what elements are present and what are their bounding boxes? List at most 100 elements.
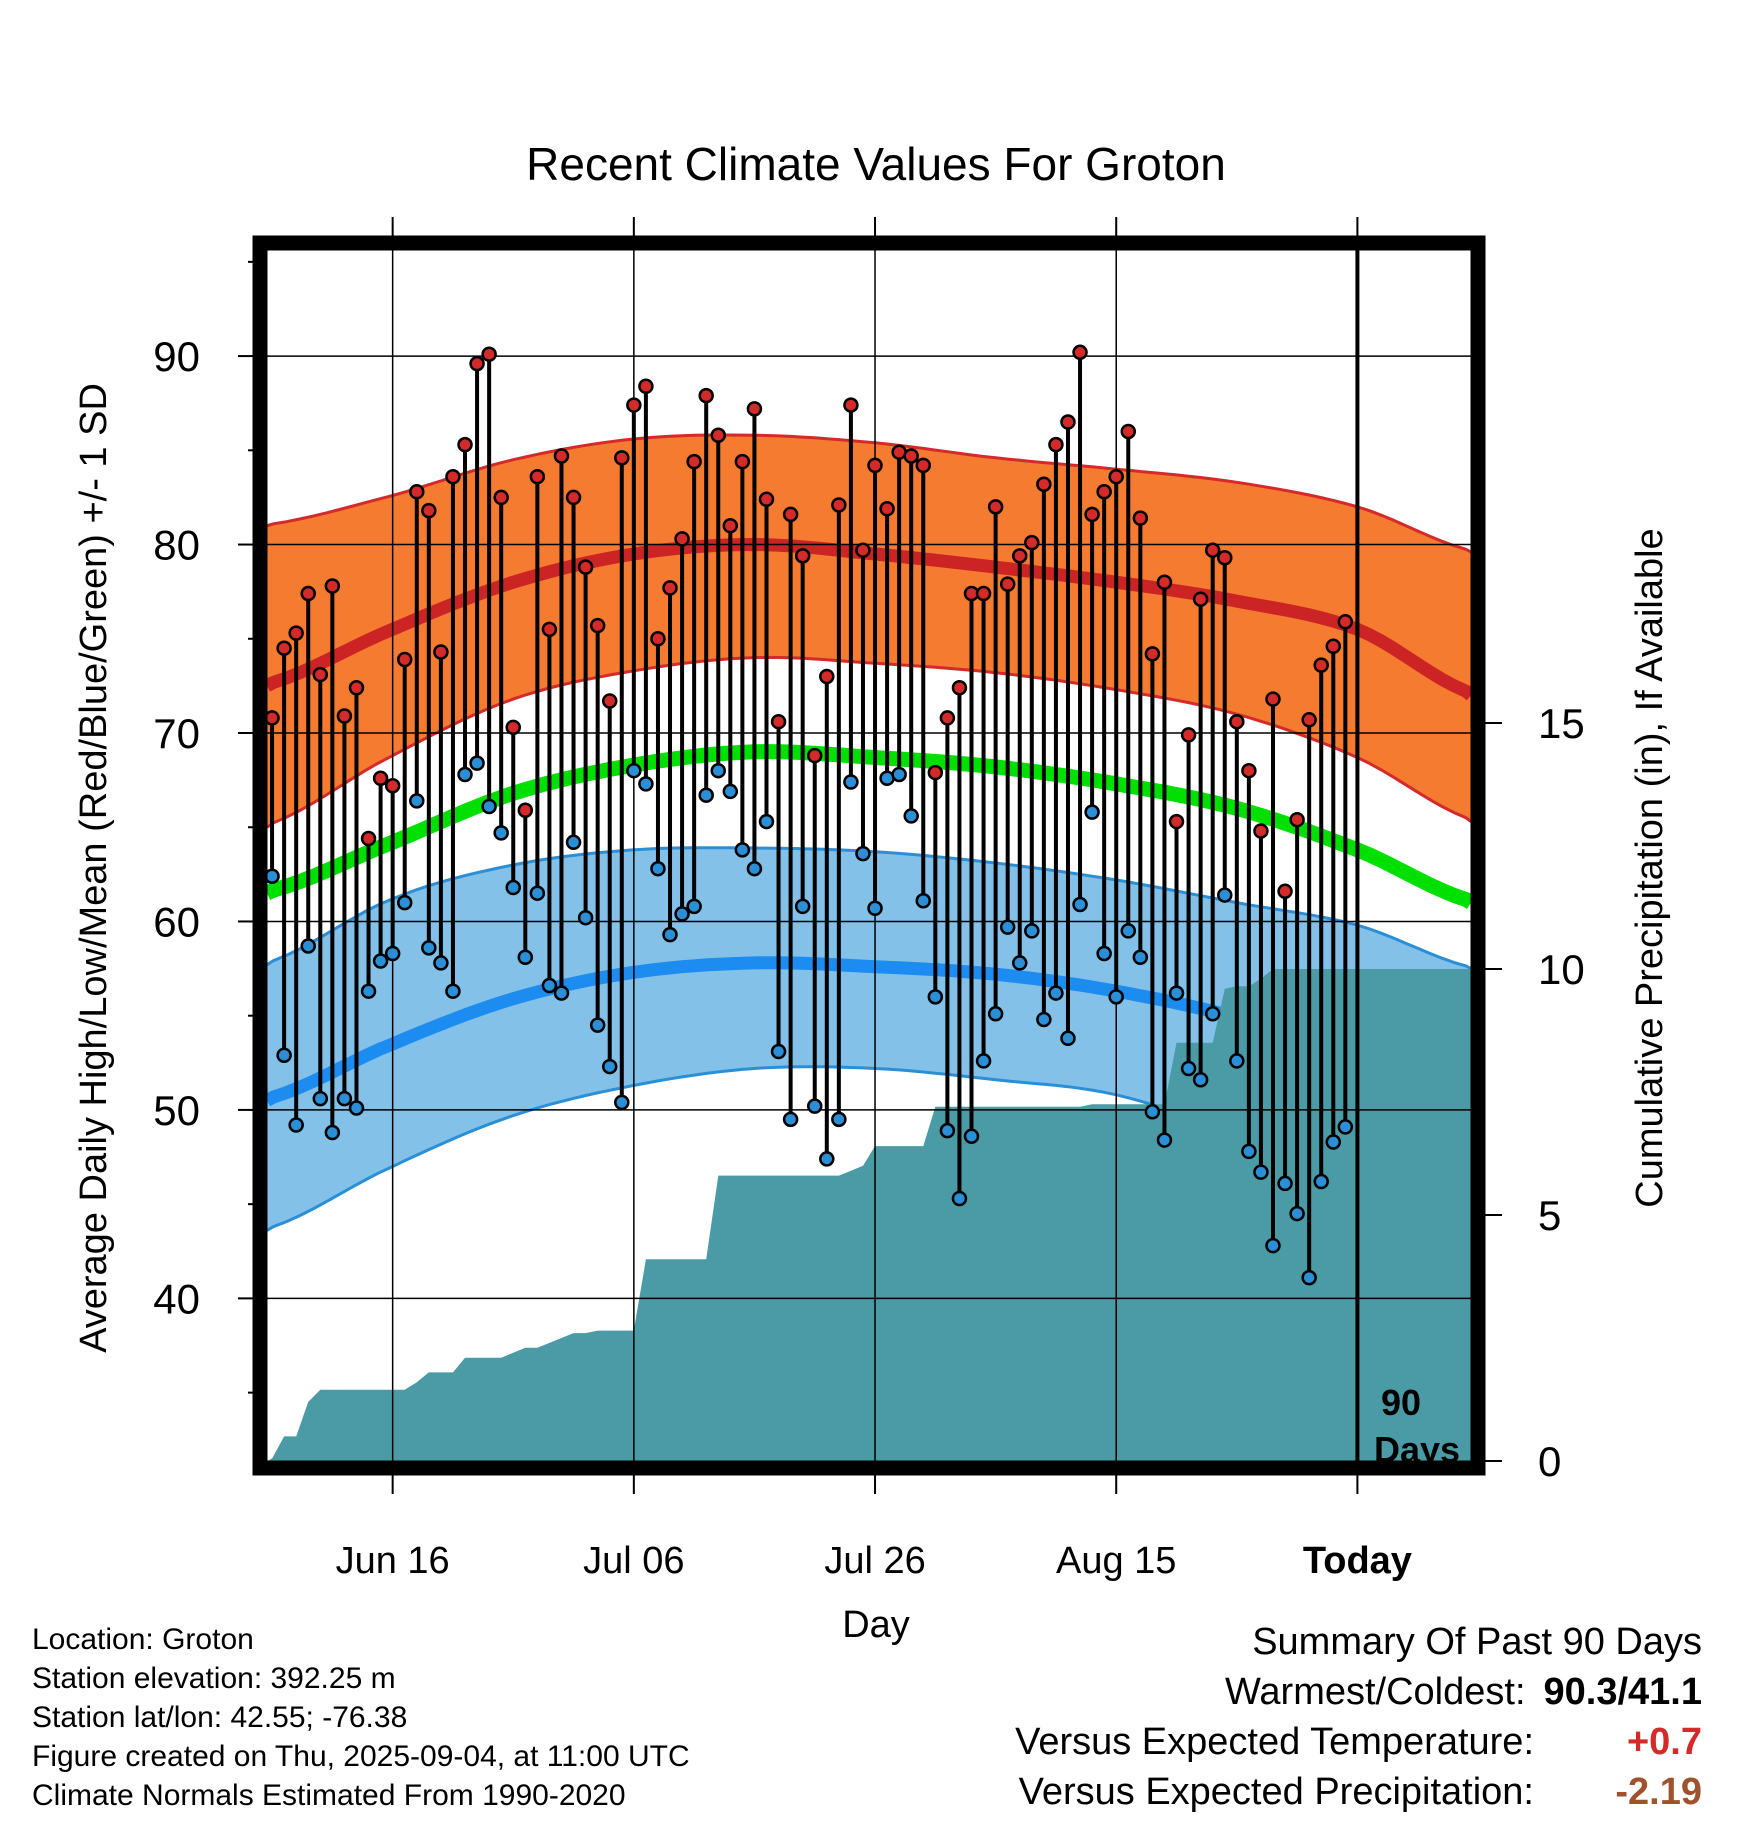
- x-tick-label: Today: [1303, 1540, 1412, 1582]
- high-point: [541, 621, 558, 638]
- y-tick-label: 50: [153, 1087, 200, 1134]
- x-tick-label: Jul 26: [824, 1540, 925, 1582]
- x-tick-label: Jul 06: [583, 1540, 684, 1582]
- low-point: [1265, 1237, 1281, 1254]
- low-point: [1325, 1134, 1342, 1150]
- low-point: [758, 813, 775, 830]
- low-point: [722, 783, 739, 800]
- low-point: [626, 762, 642, 779]
- high-point: [1253, 823, 1269, 839]
- low-point: [915, 892, 932, 909]
- low-point: [698, 787, 714, 803]
- high-point: [1011, 548, 1028, 564]
- high-normal-band: [267, 435, 1471, 828]
- high-point: [1241, 762, 1257, 779]
- daily-stems: [270, 352, 1348, 1278]
- y-tick-label: 40: [153, 1275, 200, 1322]
- low-point: [324, 1124, 341, 1141]
- low-point: [1301, 1269, 1317, 1286]
- high-point: [734, 453, 751, 470]
- low-point: [360, 983, 377, 999]
- low-point: [927, 989, 944, 1005]
- low-point: [999, 919, 1016, 935]
- y2-axis-label: Cumulative Precipitation (in), If Availa…: [1629, 528, 1671, 1207]
- high-point: [614, 450, 630, 466]
- high-point: [493, 489, 509, 506]
- high-point: [1084, 506, 1100, 523]
- y-tick-label: 80: [153, 522, 200, 569]
- high-point: [360, 830, 377, 847]
- high-point: [819, 668, 835, 685]
- high-point: [1024, 534, 1040, 551]
- y-tick-label: 60: [153, 898, 200, 945]
- temp-label: Versus Expected Temperature:: [1015, 1721, 1534, 1763]
- high-point: [758, 491, 775, 508]
- today-label-line1: 90: [1381, 1382, 1421, 1423]
- low-point: [517, 949, 534, 966]
- high-point: [1325, 638, 1342, 655]
- low-point: [891, 766, 907, 783]
- high-point: [626, 397, 642, 413]
- high-point: [348, 680, 365, 696]
- low-point: [469, 755, 485, 771]
- station-info: Location: Groton Station elevation: 392.…: [32, 1620, 690, 1815]
- high-point: [939, 710, 956, 726]
- high-point: [421, 502, 437, 519]
- low-point: [614, 1094, 630, 1111]
- high-point: [433, 644, 449, 660]
- low-point: [288, 1117, 304, 1133]
- summary-title: Summary Of Past 90 Days: [1252, 1621, 1702, 1663]
- high-point: [1204, 542, 1221, 558]
- high-point: [855, 542, 871, 558]
- low-point: [806, 1098, 823, 1114]
- warmest-coldest-label: Warmest/Coldest:: [1224, 1671, 1526, 1713]
- today-label-line2: Days: [1374, 1429, 1460, 1470]
- high-point: [553, 448, 570, 464]
- low-point: [1084, 804, 1100, 820]
- temp-row: Versus Expected Temperature: +0.7: [1015, 1717, 1702, 1767]
- high-point: [324, 578, 341, 594]
- low-point: [987, 1006, 1004, 1022]
- low-point: [541, 977, 558, 994]
- high-point: [650, 631, 666, 647]
- high-point: [445, 468, 461, 485]
- low-point: [1168, 985, 1185, 1001]
- high-point: [1289, 811, 1305, 828]
- low-point: [662, 926, 678, 943]
- high-point: [831, 497, 847, 513]
- high-point: [288, 625, 304, 641]
- high-point: [1144, 646, 1161, 662]
- high-point: [915, 457, 932, 474]
- high-point: [1265, 691, 1281, 707]
- low-point: [903, 808, 919, 824]
- low-point: [1313, 1173, 1329, 1190]
- high-point: [698, 387, 714, 404]
- low-point: [638, 776, 654, 792]
- high-point: [264, 710, 280, 726]
- high-point: [879, 500, 895, 517]
- low-point: [553, 985, 570, 1001]
- low-point: [1024, 923, 1040, 939]
- precip-row: Versus Expected Precipitation: -2.19: [1015, 1767, 1702, 1817]
- low-point: [565, 834, 582, 851]
- high-point: [794, 548, 811, 564]
- normals-text: Climate Normals Estimated From 1990-2020: [32, 1779, 626, 1812]
- high-point: [589, 617, 606, 634]
- low-point: [396, 894, 413, 911]
- high-point: [903, 448, 919, 464]
- high-point: [1180, 727, 1197, 743]
- high-point: [1337, 614, 1354, 630]
- high-point: [409, 484, 425, 500]
- low-point: [529, 885, 546, 901]
- low-normal-band: [267, 847, 1471, 1282]
- high-point: [276, 640, 292, 656]
- low-point: [770, 1043, 787, 1060]
- plot-border: [252, 235, 1486, 1476]
- precip-value: -2.19: [1615, 1771, 1702, 1813]
- high-point: [396, 651, 413, 668]
- low-point: [1204, 1006, 1221, 1022]
- low-point: [1156, 1132, 1173, 1148]
- low-point: [264, 868, 280, 884]
- low-point: [577, 909, 594, 926]
- high-point: [1072, 344, 1088, 361]
